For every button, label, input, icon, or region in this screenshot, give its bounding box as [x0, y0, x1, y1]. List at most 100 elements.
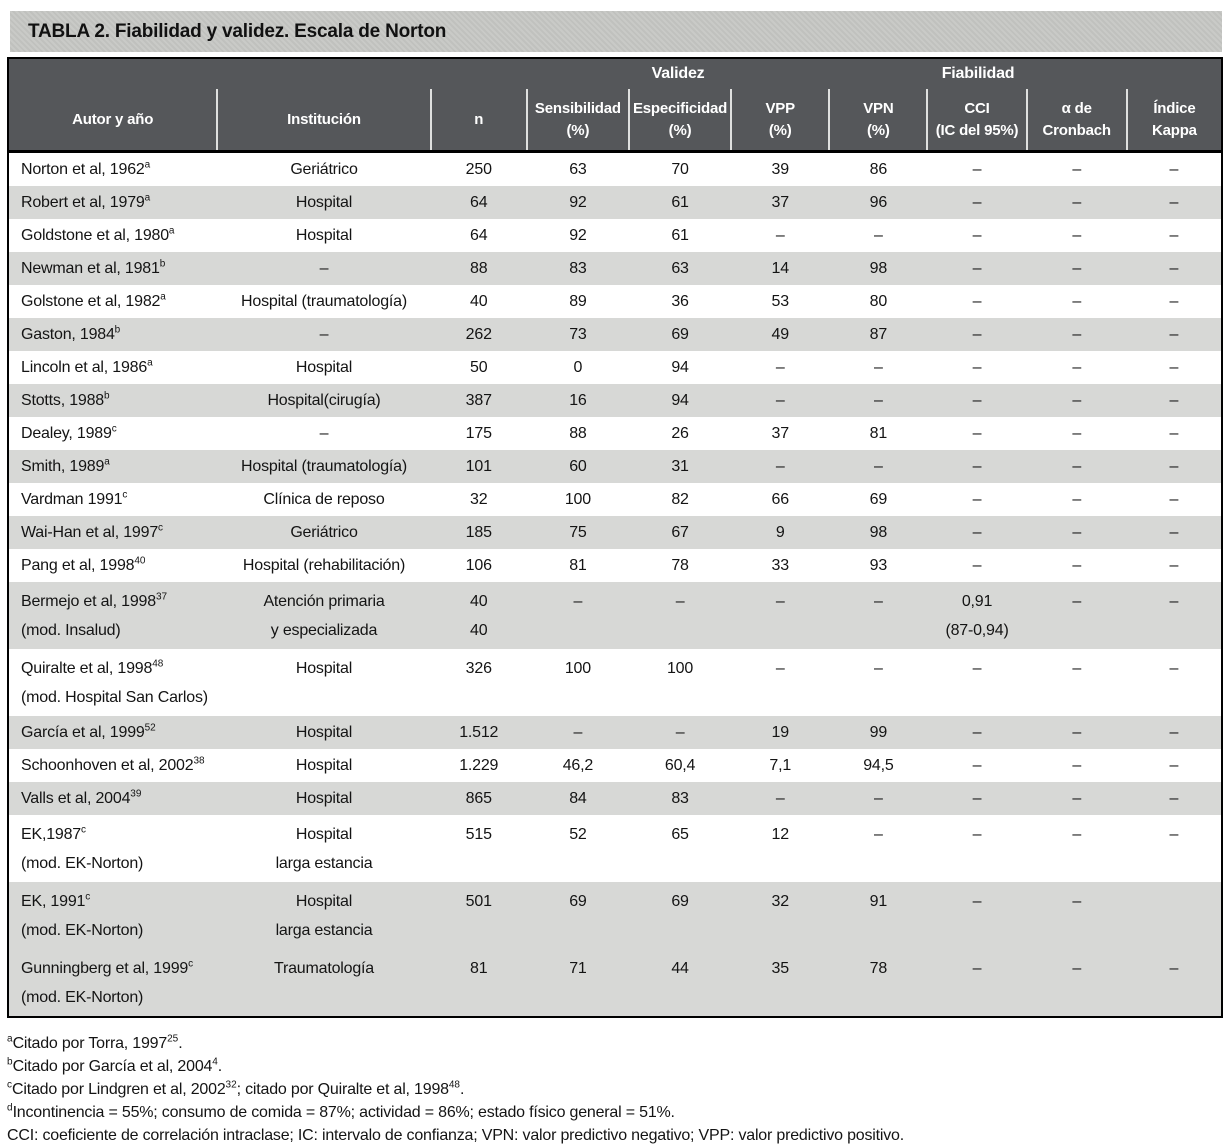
cell-vpp: 37: [771, 424, 790, 442]
cell-especificidad: 63: [671, 259, 689, 277]
cell-cronbach: –: [1072, 193, 1082, 211]
cell-cronbach: –: [1072, 826, 1082, 843]
cell-vpn: –: [874, 593, 883, 610]
cell-kappa: –: [1169, 660, 1179, 677]
cell-vpn: –: [874, 457, 883, 475]
cell-cci: –: [972, 424, 982, 442]
cell-cci: –: [972, 789, 982, 807]
cell-n: 64: [470, 193, 488, 211]
cell-n: 865: [465, 789, 492, 807]
cell-cci: –: [972, 160, 982, 178]
cell-n: 50: [470, 358, 488, 376]
footnote: aCitado por Torra, 199725.: [7, 1033, 183, 1052]
table-row: Gaston, 1984b – 262 73 69 49 87 – – –: [8, 318, 1222, 351]
cell-cronbach: –: [1072, 523, 1082, 541]
table-row: Valls et al, 200439 Hospital 865 84 83 – – – – –: [8, 782, 1222, 815]
cell-n: 250: [465, 160, 492, 178]
cell-vpp: –: [775, 457, 785, 475]
cell-vpn: 80: [869, 292, 888, 310]
cell-author: Stotts, 1988b: [21, 390, 110, 409]
cell-especificidad: 36: [671, 292, 689, 310]
column-header-cronbach: α de Cronbach: [1025, 89, 1127, 152]
cell-cci: –: [972, 490, 982, 508]
cell-sensibilidad: 16: [569, 391, 587, 409]
table-row: Schoonhoven et al, 200238 Hospital 1.229 46…: [8, 749, 1222, 782]
cell-cci: –: [972, 193, 982, 211]
table-row: Robert et al, 1979a Hospital 64 92 61 37 96 – – –: [8, 186, 1222, 219]
table-row: Vardman 1991c Clínica de reposo 32 100 82 66 6…: [8, 483, 1222, 516]
cell-especificidad: 69: [671, 893, 689, 910]
group-header-validez: Validez: [651, 65, 705, 82]
cell-sensibilidad: –: [573, 723, 583, 741]
cell-vpp: 33: [771, 556, 790, 574]
cell-institucion: –: [319, 325, 329, 343]
cell-kappa: –: [1169, 789, 1179, 807]
cell-institucion: Clínica de reposo: [263, 490, 385, 508]
cell-n: 262: [465, 325, 492, 343]
cell-vpp: 66: [771, 490, 790, 508]
table-title: TABLA 2. Fiabilidad y validez. Escala de…: [28, 21, 447, 42]
cell-sensibilidad: 100: [564, 660, 591, 677]
cell-especificidad: 83: [671, 789, 689, 807]
table-row: Goldstone et al, 1980a Hospital 64 92 61 – – – –…: [8, 219, 1222, 252]
cell-sensibilidad: 71: [569, 960, 587, 977]
cell-kappa: –: [1169, 556, 1179, 574]
cell-kappa: –: [1169, 160, 1179, 178]
cell-institucion: –: [319, 424, 329, 442]
column-header-kappa: Índice Kappa: [1125, 89, 1222, 152]
table-row: EK,1987c (mod. EK-Norton) Hospital larga es…: [8, 815, 1222, 882]
cell-sensibilidad: 92: [569, 193, 587, 211]
cell-sensibilidad: 69: [569, 893, 587, 910]
column-header-n: n: [429, 89, 527, 152]
cell-kappa: –: [1169, 960, 1179, 977]
cell-cronbach: –: [1072, 259, 1082, 277]
table-row: Smith, 1989a Hospital (traumatología) 101 6…: [8, 450, 1222, 483]
cell-especificidad: 67: [671, 523, 689, 541]
cell-n: 101: [465, 457, 492, 475]
cell-sensibilidad: 88: [569, 424, 587, 442]
cell-sensibilidad: 0: [573, 358, 583, 376]
table-row: García et al, 199952 Hospital 1.512 – – 19 99 –…: [8, 716, 1222, 749]
cell-vpp: –: [775, 391, 785, 409]
cell-cci: –: [972, 292, 982, 310]
group-header-empty: [1127, 58, 1222, 89]
cell-author: Newman et al, 1981b: [21, 258, 166, 277]
table-container: Validez Fiabilidad Autor y año Institución n…: [7, 57, 1226, 1018]
table-row: Quiralte et al, 199848 (mod. Hospital San…: [8, 649, 1222, 716]
cell-institucion: Hospital: [295, 193, 353, 211]
cell-kappa: –: [1169, 826, 1179, 843]
cell-especificidad: 65: [671, 826, 689, 843]
column-header-cci: CCI (IC del 95%): [926, 89, 1027, 152]
cell-n: 40: [470, 292, 488, 310]
cell-n: 32: [470, 490, 488, 508]
cell-cronbach: –: [1072, 325, 1082, 343]
cell-sensibilidad: 73: [569, 325, 587, 343]
cell-kappa: –: [1169, 424, 1179, 442]
cell-vpn: 91: [869, 893, 888, 910]
cell-cronbach: –: [1072, 556, 1082, 574]
cell-vpn: 69: [869, 490, 888, 508]
cell-author: Smith, 1989a: [21, 456, 110, 475]
cell-especificidad: 61: [671, 193, 689, 211]
cell-vpn: 78: [869, 960, 888, 977]
cell-cronbach: –: [1072, 660, 1082, 677]
cell-kappa: –: [1169, 523, 1179, 541]
cell-cci: –: [972, 259, 982, 277]
cell-n: 1.512: [459, 723, 499, 741]
column-header-author: Autor y año: [72, 110, 154, 128]
cell-sensibilidad: 84: [569, 789, 587, 807]
cell-cronbach: –: [1072, 424, 1082, 442]
cell-vpn: 87: [869, 325, 888, 343]
cell-n: 515: [465, 826, 492, 843]
footnote: cCitado por Lindgren et al, 200232; cita…: [7, 1079, 465, 1098]
cell-cronbach: –: [1072, 391, 1082, 409]
cell-vpp: 32: [771, 893, 790, 910]
cell-cronbach: –: [1072, 723, 1082, 741]
cell-especificidad: 82: [671, 490, 689, 508]
cell-sensibilidad: 52: [569, 826, 587, 843]
cell-sensibilidad: 92: [569, 226, 587, 244]
cell-vpp: 53: [771, 292, 790, 310]
cell-especificidad: 26: [671, 424, 689, 442]
cell-vpn: 98: [869, 523, 888, 541]
norton-scale-table: Validez Fiabilidad Autor y año Institución n…: [7, 57, 1223, 1018]
